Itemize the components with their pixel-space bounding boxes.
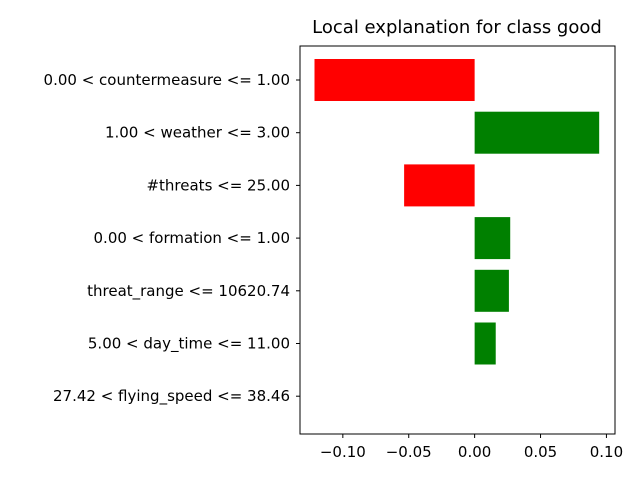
x-tick-label-4: 0.10 xyxy=(590,443,623,461)
bar-5 xyxy=(474,322,496,365)
x-tick-label-3: 0.05 xyxy=(524,443,557,461)
bar-3 xyxy=(474,217,511,260)
x-tick-label-0: −0.10 xyxy=(320,443,366,461)
y-tick-label-1: 1.00 < weather <= 3.00 xyxy=(105,124,290,142)
bar-2 xyxy=(404,164,475,207)
bar-1 xyxy=(474,111,600,154)
y-axis-ticks: 0.00 < countermeasure <= 1.00 1.00 < weat… xyxy=(44,71,300,406)
plot-frame xyxy=(299,45,616,435)
x-axis-ticks: −0.10 −0.05 0.00 0.05 0.10 xyxy=(320,434,623,461)
x-tick-label-1: −0.05 xyxy=(386,443,432,461)
y-tick-label-3: 0.00 < formation <= 1.00 xyxy=(94,229,290,247)
bar-0 xyxy=(314,59,475,101)
bar-4 xyxy=(474,269,509,312)
chart-title: Local explanation for class good xyxy=(312,17,602,38)
x-tick-label-2: 0.00 xyxy=(458,443,491,461)
y-tick-label-4: threat_range <= 10620.74 xyxy=(87,282,290,301)
y-tick-label-0: 0.00 < countermeasure <= 1.00 xyxy=(44,71,290,89)
bars-group xyxy=(314,59,600,365)
y-tick-label-5: 5.00 < day_time <= 11.00 xyxy=(88,335,290,354)
y-tick-label-2: #threats <= 25.00 xyxy=(146,176,290,194)
y-tick-label-6: 27.42 < flying_speed <= 38.46 xyxy=(53,387,290,406)
